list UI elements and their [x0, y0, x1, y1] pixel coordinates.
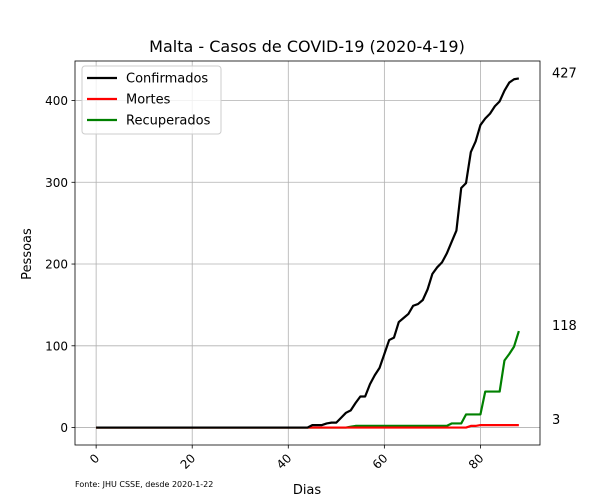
series-lines: [96, 77, 520, 429]
x-tick-label: 60: [370, 451, 391, 472]
legend: Confirmados Mortes Recuperados: [81, 65, 222, 135]
x-tick-label: 80: [466, 451, 487, 472]
x-tick-label: 40: [274, 451, 295, 472]
legend-label: Mortes: [126, 93, 171, 108]
axis-ticks: 0 20 40 60 80 0 100 200 300 400: [45, 94, 486, 472]
y-axis-label: Pessoas: [20, 228, 35, 280]
y-tick-label: 200: [45, 258, 68, 272]
x-axis-label: Dias: [293, 483, 322, 498]
source-footnote: Fonte: JHU CSSE, desde 2020-1-22: [75, 480, 213, 489]
series-line-confirmados: [96, 77, 520, 429]
end-value-label: 3: [552, 413, 560, 428]
y-tick-label: 400: [45, 94, 68, 108]
end-value-label: 427: [552, 66, 577, 81]
end-value-label: 118: [552, 319, 577, 334]
plot-area-frame: [74, 60, 541, 446]
legend-box: [81, 65, 222, 135]
legend-label: Confirmados: [126, 72, 208, 87]
x-tick-label: 0: [87, 451, 102, 466]
end-value-labels: 427 118 3: [552, 66, 577, 428]
y-tick-label: 100: [45, 339, 68, 353]
chart-title: Malta - Casos de COVID-19 (2020-4-19): [149, 37, 465, 56]
y-tick-label: 300: [45, 176, 68, 190]
x-tick-label: 20: [178, 451, 199, 472]
legend-label: Recuperados: [126, 114, 211, 129]
series-line-recuperados: [96, 330, 520, 429]
y-tick-label: 0: [60, 421, 68, 435]
series-line-mortes: [96, 423, 519, 429]
